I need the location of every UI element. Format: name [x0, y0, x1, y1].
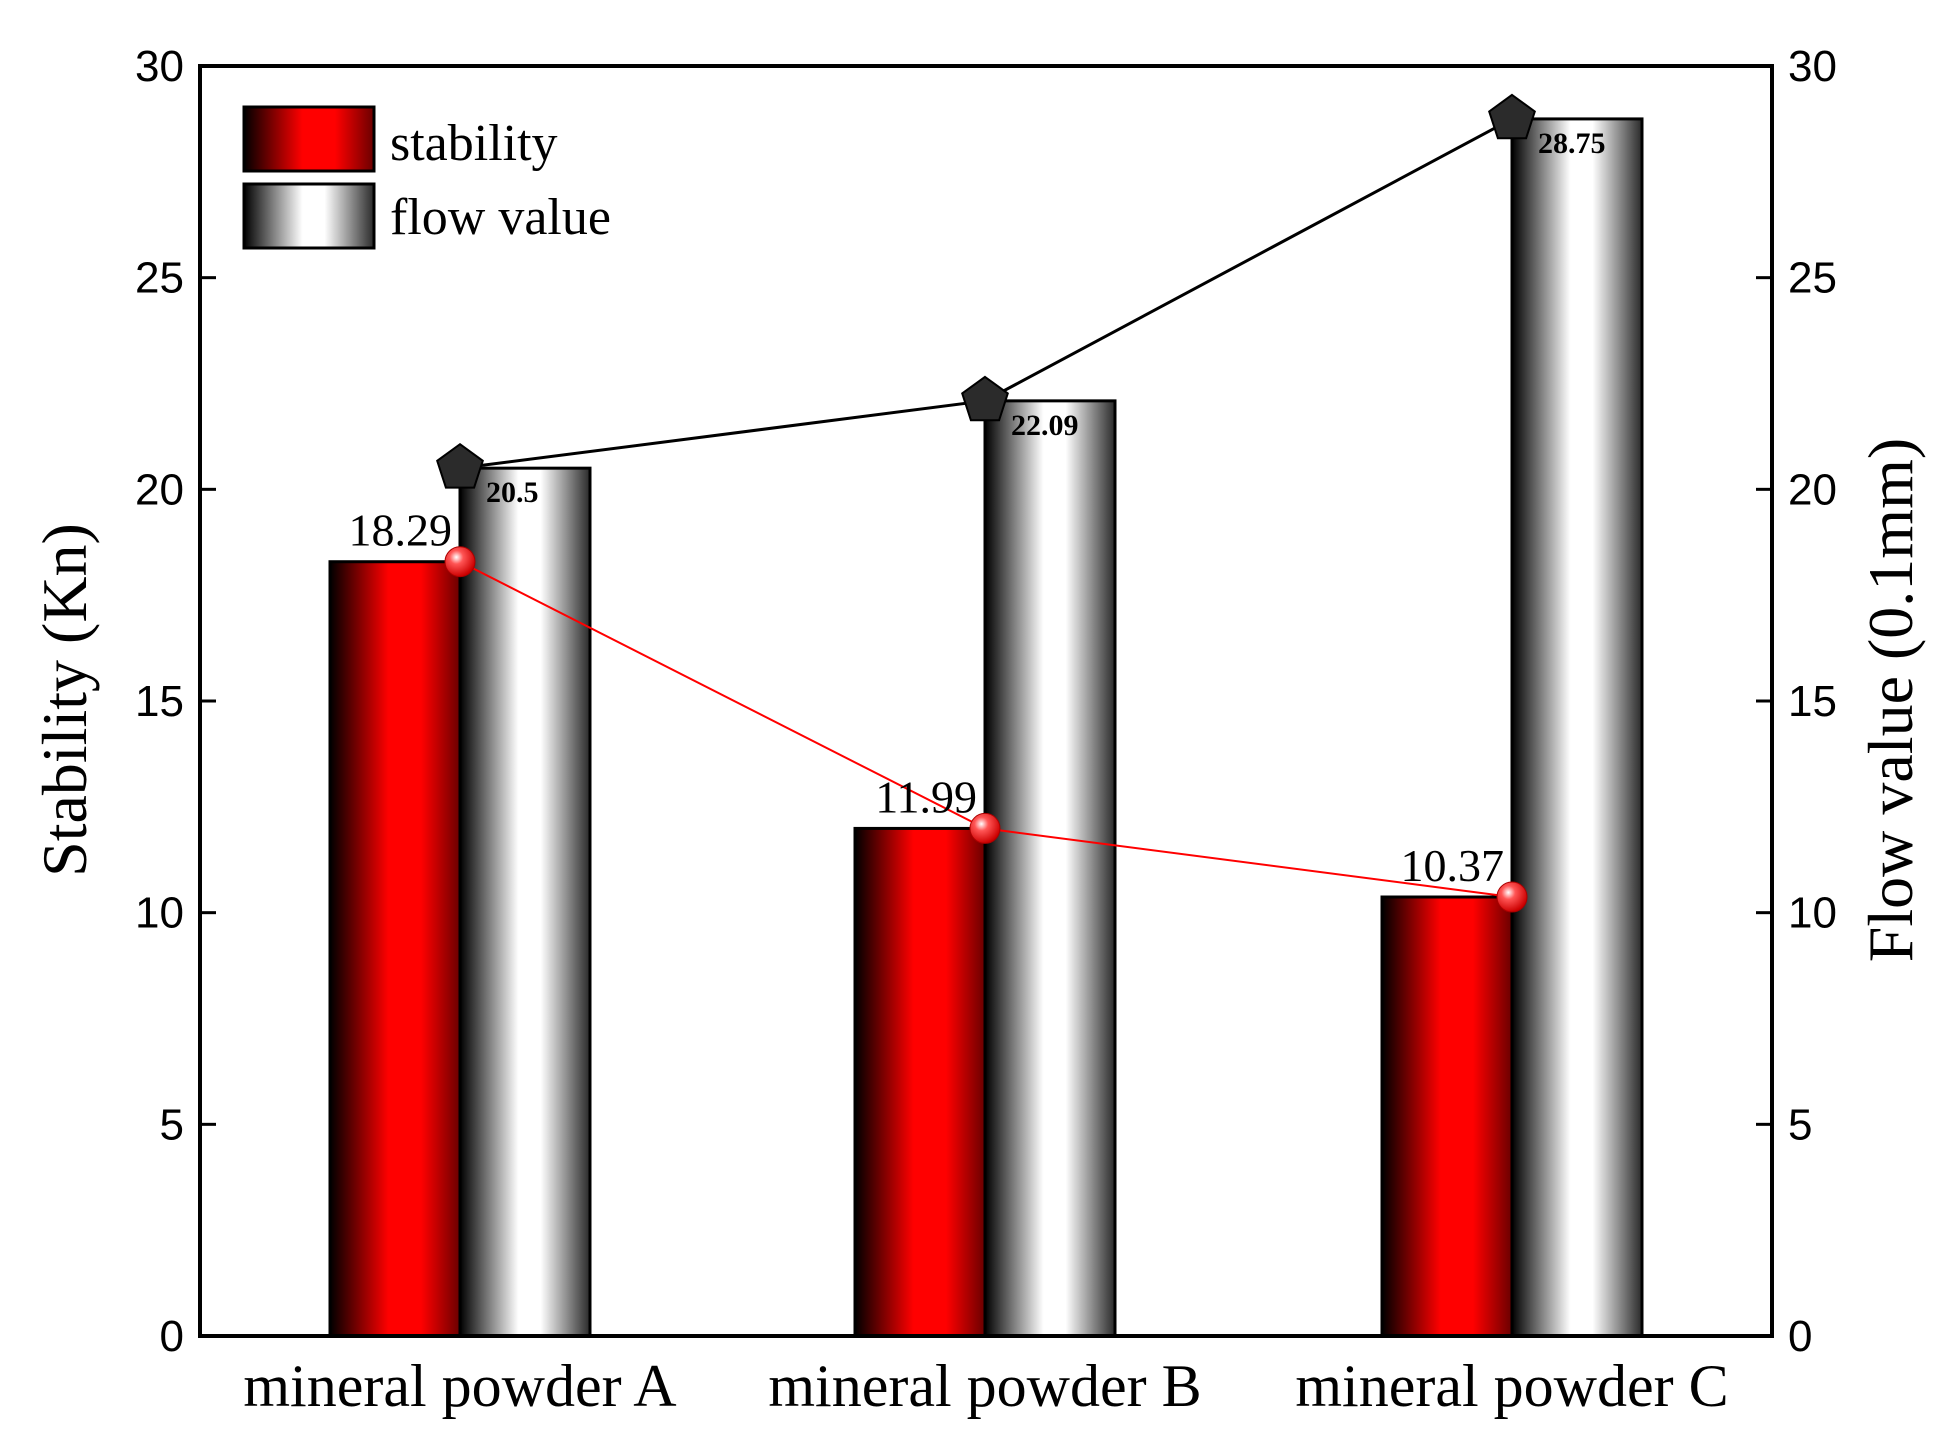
flow-value-value-label: 28.75 — [1538, 127, 1606, 160]
left-axis-title: Stability (Kn) — [29, 523, 100, 877]
left-tick-label: 10 — [135, 889, 184, 938]
right-tick-label: 30 — [1788, 42, 1837, 91]
stability-value-label: 10.37 — [1401, 840, 1505, 891]
flow-value-marker — [436, 442, 484, 489]
left-tick-label: 5 — [160, 1100, 184, 1149]
flow-value-value-label: 20.5 — [486, 476, 539, 509]
left-axis: 0 5 10 15 20 25 30 — [135, 42, 216, 1361]
right-axis: 0 5 10 15 20 25 30 — [1756, 42, 1837, 1361]
right-axis-title: Flow value (0.1mm) — [1855, 438, 1926, 962]
flow-value-value-label: 22.09 — [1011, 409, 1079, 442]
right-tick-label: 25 — [1788, 254, 1837, 303]
legend-swatch-flow-value — [242, 182, 376, 250]
stability-value-label: 11.99 — [875, 771, 977, 822]
stability-bar — [328, 560, 462, 1338]
flow-value-bar — [458, 466, 592, 1338]
legend-label-stability: stability — [390, 115, 558, 172]
flow-value-bar — [1510, 117, 1644, 1338]
left-tick-label: 30 — [135, 42, 184, 91]
stability-marker — [1496, 881, 1528, 913]
stability-marker — [969, 812, 1001, 844]
category-label: mineral powder B — [768, 1353, 1201, 1419]
stability-bar — [853, 826, 987, 1338]
left-tick-label: 0 — [160, 1312, 184, 1361]
left-tick-label: 25 — [135, 254, 184, 303]
flow-value-marker — [961, 375, 1009, 422]
category-label: mineral powder A — [243, 1353, 676, 1419]
right-tick-label: 0 — [1788, 1312, 1812, 1361]
right-tick-label: 5 — [1788, 1100, 1812, 1149]
stability-marker — [444, 546, 476, 578]
legend: stability flow value — [242, 105, 611, 250]
category-labels: mineral powder A mineral powder B mineral … — [243, 1353, 1728, 1419]
markers-layer — [436, 93, 1536, 913]
value-labels-layer: 18.29 11.99 10.37 20.5 22.09 28.75 — [349, 127, 1606, 891]
category-label: mineral powder C — [1295, 1353, 1728, 1419]
flow-value-bar — [983, 399, 1117, 1338]
legend-label-flow-value: flow value — [390, 189, 611, 246]
left-tick-label: 20 — [135, 465, 184, 514]
flow-value-marker — [1488, 93, 1536, 140]
bars-layer — [328, 117, 1644, 1338]
right-tick-label: 15 — [1788, 677, 1837, 726]
right-tick-label: 10 — [1788, 889, 1837, 938]
legend-swatch-stability — [242, 105, 376, 173]
left-tick-label: 15 — [135, 677, 184, 726]
right-tick-label: 20 — [1788, 465, 1837, 514]
stability-value-label: 18.29 — [349, 505, 453, 556]
stability-bar — [1380, 895, 1514, 1338]
